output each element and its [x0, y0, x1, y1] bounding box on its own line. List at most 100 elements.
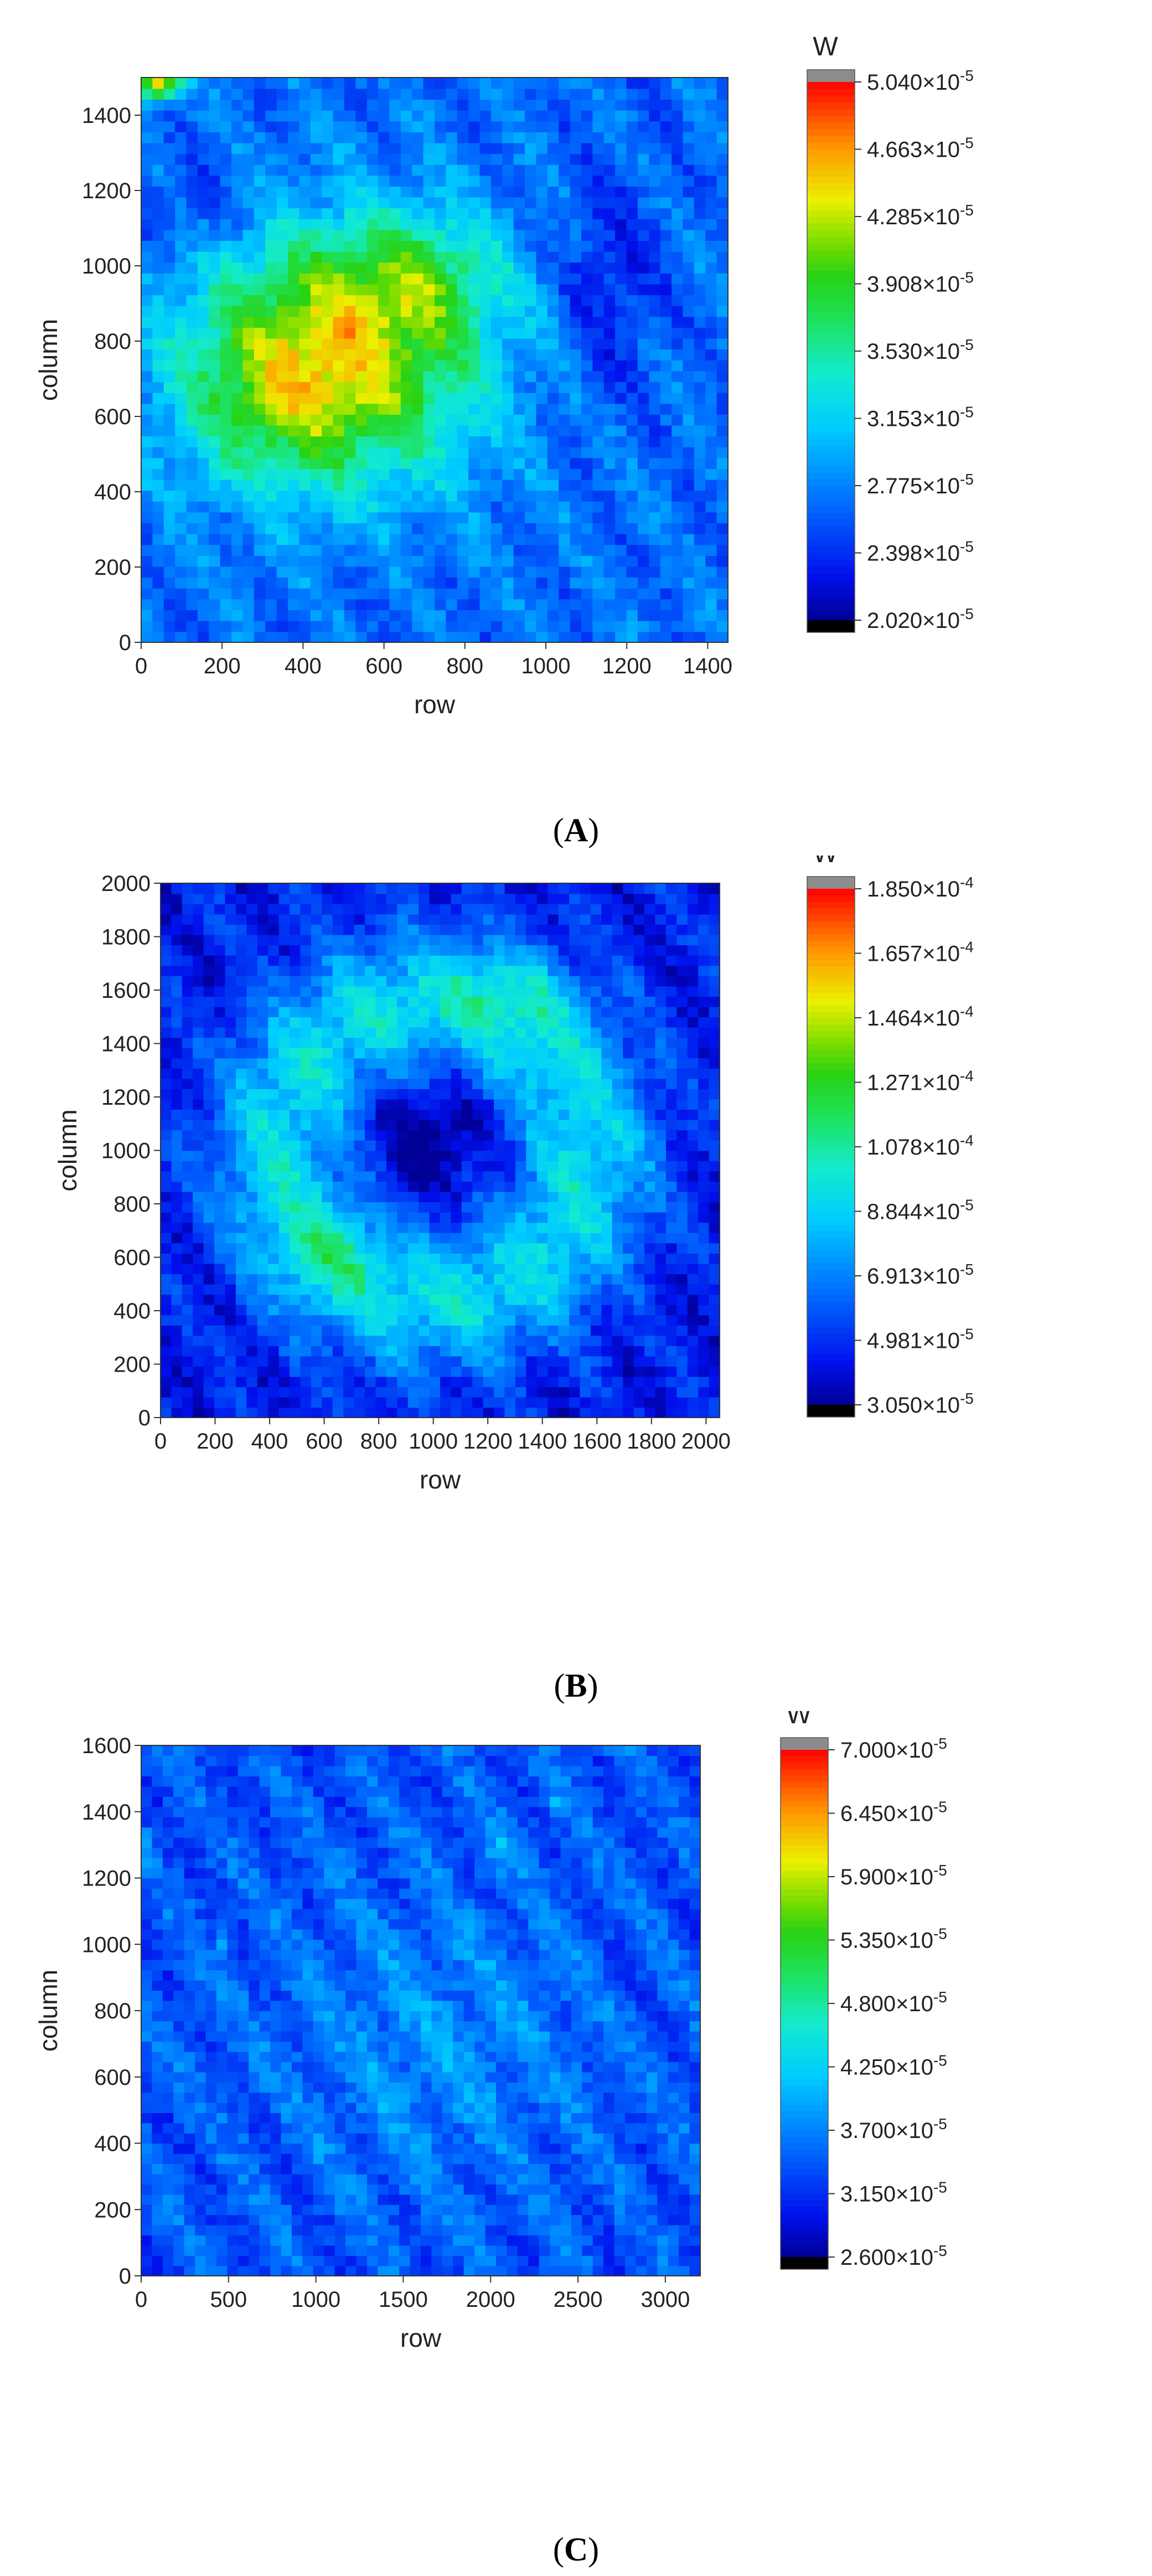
heatmap-cell: [687, 1274, 699, 1285]
heatmap-cell: [299, 555, 311, 567]
heatmap-cell: [254, 577, 266, 589]
heatmap-cell: [558, 1089, 570, 1100]
heatmap-cell: [457, 316, 469, 328]
heatmap-cell: [407, 1078, 419, 1089]
heatmap-cell: [389, 490, 401, 502]
heatmap-cell: [386, 1387, 398, 1398]
heatmap-cell: [435, 316, 447, 328]
heatmap-cell: [515, 1294, 527, 1305]
heatmap-cell: [526, 1335, 538, 1346]
colorbar-step: [807, 438, 855, 446]
heatmap-cell: [660, 436, 672, 447]
heatmap-cell: [676, 1202, 688, 1213]
panel-a: 0 200 400 600 800 1000 1200 1400 0 200 400 600 800 10…: [0, 0, 1152, 856]
heatmap-cell: [526, 1109, 538, 1120]
heatmap-cell: [276, 273, 288, 285]
heatmap-cell: [214, 1047, 226, 1059]
heatmap-cell: [590, 1047, 602, 1059]
heatmap-cell: [457, 305, 469, 317]
heatmap-cell: [504, 1037, 516, 1048]
heatmap-cell: [397, 1017, 409, 1028]
heatmap-cell: [649, 164, 661, 176]
heatmap-cell: [423, 457, 435, 469]
heatmap-cell: [451, 1274, 462, 1285]
heatmap-cell: [451, 1027, 462, 1038]
heatmap-cell: [182, 1335, 194, 1346]
heatmap-cell: [354, 1017, 365, 1028]
heatmap-cell: [502, 273, 514, 285]
heatmap-cell: [197, 121, 210, 132]
heatmap-cell: [440, 1109, 452, 1120]
heatmap-cell: [461, 1047, 473, 1059]
heatmap-cell: [687, 1356, 699, 1367]
heatmap-cell: [687, 1397, 699, 1408]
heatmap-cell: [709, 1078, 720, 1089]
heatmap-cell: [603, 599, 616, 610]
heatmap-cell: [365, 1253, 376, 1264]
heatmap-cell: [479, 349, 492, 360]
heatmap-cell: [440, 1304, 452, 1316]
heatmap-cell: [254, 544, 266, 556]
heatmap-cell: [676, 1047, 688, 1059]
heatmap-cell: [494, 1294, 505, 1305]
heatmap-cell: [483, 1150, 494, 1161]
heatmap-cell: [468, 251, 481, 263]
heatmap-cell: [220, 186, 232, 198]
heatmap-cell: [698, 1212, 710, 1223]
heatmap-cell: [649, 305, 661, 317]
heatmap-cell: [220, 382, 232, 393]
heatmap-cell: [141, 78, 153, 89]
heatmap-cell: [209, 153, 221, 165]
colorbar-step: [807, 256, 855, 264]
heatmap-cell: [220, 533, 232, 545]
heatmap-cell: [378, 208, 390, 219]
heatmap-cell: [472, 1006, 484, 1018]
heatmap-cell: [536, 577, 548, 589]
heatmap-cell: [386, 1006, 398, 1018]
heatmap-cell: [231, 251, 244, 263]
heatmap-cell: [644, 1274, 656, 1285]
heatmap-cell: [246, 1047, 258, 1059]
heatmap-cell: [536, 78, 548, 89]
heatmap-cell: [525, 523, 537, 534]
heatmap-cell: [440, 1037, 452, 1048]
heatmap-cell: [479, 338, 492, 350]
heatmap-cell: [633, 1006, 645, 1018]
heatmap-cell: [161, 1387, 172, 1398]
heatmap-cell: [386, 1212, 398, 1223]
heatmap-cell: [299, 295, 311, 306]
heatmap-cell: [375, 1294, 387, 1305]
heatmap-cell: [623, 996, 634, 1007]
heatmap-cell: [344, 436, 357, 447]
heatmap-cell: [660, 501, 672, 513]
heatmap-cell: [479, 382, 492, 393]
heatmap-cell: [637, 229, 650, 241]
heatmap-cell: [468, 78, 481, 89]
heatmap-cell: [141, 631, 153, 643]
heatmap-cell: [378, 262, 390, 274]
heatmap-cell: [649, 99, 661, 111]
heatmap-cell: [407, 1191, 419, 1203]
heatmap-cell: [440, 1356, 452, 1367]
heatmap-cell: [419, 1140, 430, 1151]
heatmap-cell: [378, 436, 390, 447]
heatmap-cell: [615, 175, 627, 187]
colorbar-step: [807, 129, 855, 136]
heatmap-cell: [209, 392, 221, 404]
heatmap-cell: [626, 121, 638, 132]
heatmap-cell: [332, 1366, 344, 1377]
x-tick-label: 1000: [521, 654, 571, 678]
heatmap-cell: [633, 1202, 645, 1213]
heatmap-cell: [235, 1284, 247, 1295]
heatmap-cell: [705, 88, 717, 100]
heatmap-cell: [355, 284, 368, 296]
heatmap-cell: [203, 1222, 215, 1233]
heatmap-cell: [182, 1243, 194, 1254]
heatmap-cell: [400, 349, 413, 360]
heatmap-cell: [612, 1387, 623, 1398]
heatmap-cell: [637, 414, 650, 426]
heatmap-cell: [626, 392, 638, 404]
heatmap-cell: [231, 599, 244, 610]
heatmap-cell: [601, 1068, 613, 1079]
heatmap-cell: [536, 1037, 549, 1048]
